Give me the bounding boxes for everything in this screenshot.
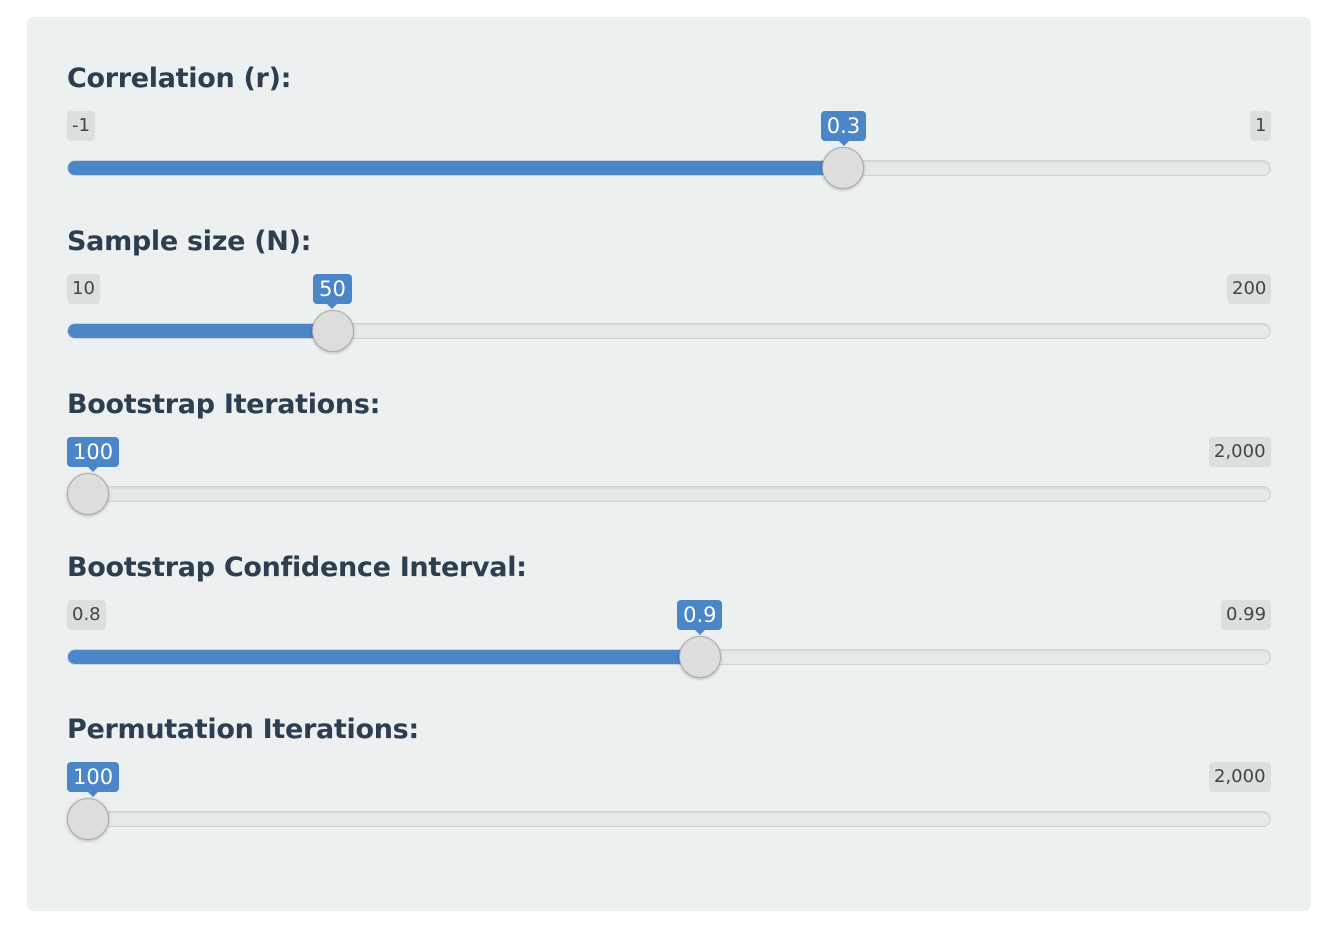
slider-track[interactable]	[67, 811, 1271, 827]
slider-max-label: 1	[1250, 111, 1272, 141]
slider-fill	[68, 650, 701, 664]
slider-max-label: 200	[1227, 274, 1272, 304]
slider-label: Correlation (r):	[67, 63, 292, 94]
slider-value-label: 100	[67, 762, 120, 797]
slider-handle[interactable]	[678, 636, 721, 678]
slider-max-label: 2,000	[1209, 437, 1271, 467]
slider-handle[interactable]	[67, 473, 109, 515]
slider-handle[interactable]	[67, 798, 109, 840]
slider-value-label: 0.3	[820, 111, 867, 146]
slider-handle[interactable]	[822, 147, 865, 189]
slider-permutation-iterations: Permutation Iterations: 2,000 100	[67, 668, 1271, 840]
slider-handle[interactable]	[311, 310, 354, 352]
slider-sample-size: Sample size (N): 10 200 50	[67, 180, 1272, 352]
slider-panel: Correlation (r): -1 1 0.3 Sample size (N…	[27, 17, 1311, 911]
slider-track[interactable]	[67, 486, 1271, 502]
slider-min-label: 10	[67, 274, 100, 304]
slider-value-label: 0.9	[677, 600, 723, 635]
slider-bootstrap-iterations: Bootstrap Iterations: 2,000 100	[67, 343, 1271, 515]
slider-max-label: 2,000	[1209, 762, 1271, 792]
slider-fill	[68, 161, 845, 175]
slider-correlation: Correlation (r): -1 1 0.3	[67, 17, 1272, 189]
slider-track[interactable]	[67, 649, 1271, 665]
slider-track[interactable]	[67, 323, 1271, 339]
slider-value-label: 50	[313, 274, 352, 309]
slider-track[interactable]	[67, 160, 1271, 176]
slider-bootstrap-ci: Bootstrap Confidence Interval: 0.8 0.99 …	[67, 506, 1272, 678]
slider-label: Bootstrap Iterations:	[67, 389, 381, 420]
slider-value-label: 100	[67, 437, 120, 472]
slider-label: Permutation Iterations:	[67, 714, 419, 745]
slider-min-label: -1	[67, 111, 95, 141]
slider-label: Sample size (N):	[67, 226, 312, 257]
slider-label: Bootstrap Confidence Interval:	[67, 552, 527, 583]
slider-min-label: 0.8	[67, 600, 106, 630]
slider-max-label: 0.99	[1221, 600, 1272, 630]
slider-fill	[68, 324, 334, 338]
